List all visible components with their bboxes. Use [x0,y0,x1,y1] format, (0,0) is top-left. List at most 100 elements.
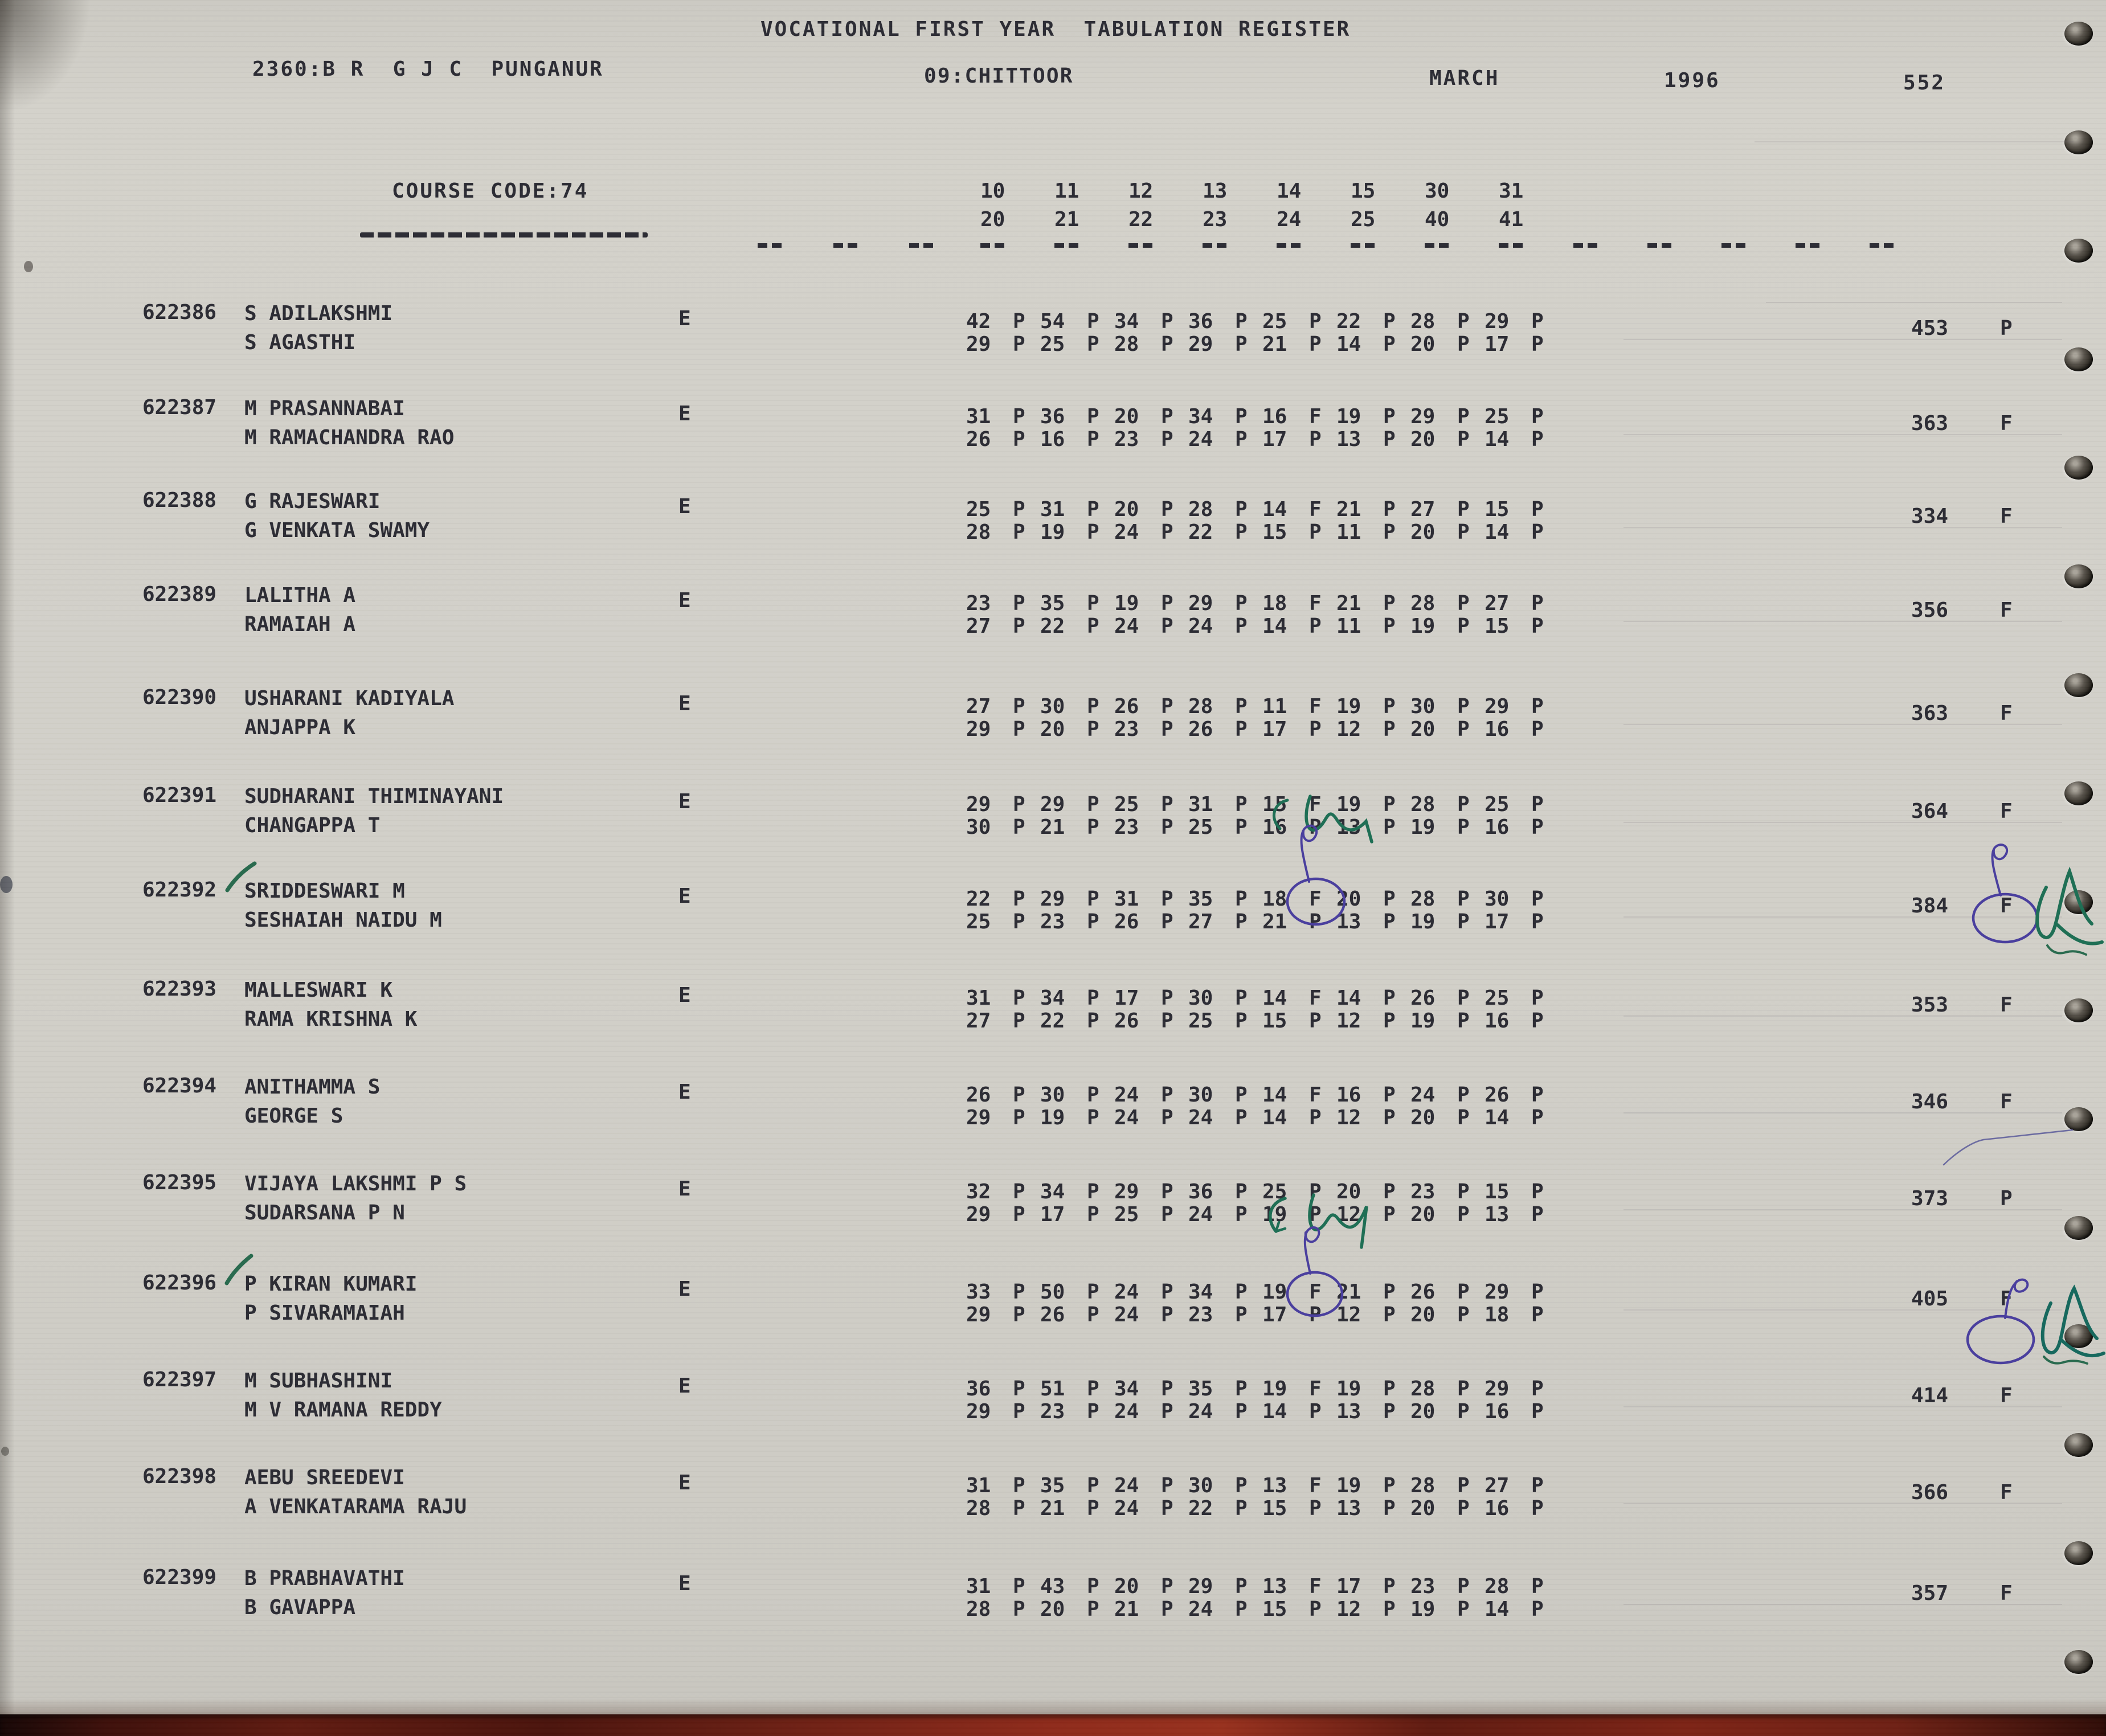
mark-flag: P [1383,1106,1396,1129]
total-marks: 363 [1911,702,1949,725]
mark-flag: P [1087,1400,1099,1423]
mark-flag: P [1235,405,1248,428]
binding-hole [2064,1324,2093,1348]
mark-flag: P [1087,521,1099,544]
mark-flag: F [1309,986,1322,1010]
mark-value: 29 [966,1106,991,1129]
mark-value: 11 [1336,615,1361,638]
mark-value: 21 [1262,333,1287,356]
mark-flag: P [1457,887,1470,911]
parent-name: M V RAMANA REDDY [244,1398,442,1422]
mark-value: 24 [1188,1400,1213,1423]
mark-flag: P [1457,1598,1470,1621]
mark-value: 50 [1040,1280,1065,1304]
mark-flag: P [1531,310,1544,333]
mark-flag: P [1087,405,1099,428]
mark-value: 15 [1262,1598,1287,1621]
mark-flag: P [1383,498,1396,521]
mark-flag: F [1309,592,1322,615]
mark-flag: P [1235,695,1248,718]
mark-flag: P [1531,1009,1544,1033]
mark-flag: P [1087,592,1099,615]
mark-flag: P [1383,718,1396,741]
mark-value: 19 [1410,1598,1436,1621]
mark-value: 15 [1485,498,1510,521]
mark-flag: P [1309,333,1322,356]
mark-value: 23 [1188,1303,1213,1326]
mark-value: 29 [1410,405,1436,428]
mark-value: 15 [1262,1009,1287,1033]
ink-smudge [0,876,13,893]
mark-flag: P [1013,521,1025,544]
mark-flag: P [1235,333,1248,356]
mark-value: 28 [1410,887,1436,911]
mark-value: 19 [1262,1280,1287,1304]
green-flourish-icon [2046,944,2087,956]
medium-code: E [678,692,691,715]
binding-hole [2064,1433,2093,1457]
binding-hole [2064,1650,2093,1674]
mark-flag: P [1161,1180,1173,1203]
page-number: 552 [1903,71,1946,95]
faint-rule-line [1624,1406,2062,1407]
mark-value: 27 [966,615,991,638]
mark-flag: P [1087,1280,1099,1304]
student-roll-number: 622393 [142,977,217,1001]
mark-value: 16 [1485,1009,1510,1033]
mark-value: 19 [1410,615,1436,638]
mark-flag: P [1457,615,1470,638]
mark-value: 25 [1262,310,1287,333]
mark-value: 31 [1114,887,1139,911]
mark-flag: P [1457,910,1470,933]
mark-value: 30 [1188,1474,1213,1497]
mark-value: 27 [1485,592,1510,615]
binding-hole [2064,998,2093,1022]
mark-flag: P [1383,1303,1396,1326]
mark-value: 30 [1188,986,1213,1010]
mark-flag: P [1235,1575,1248,1598]
mark-value: 31 [966,405,991,428]
mark-flag: P [1161,1280,1173,1304]
mark-flag: P [1087,1083,1099,1107]
mark-flag: P [1531,887,1544,911]
mark-value: 27 [1410,498,1436,521]
mark-flag: P [1013,333,1025,356]
subject-code: 14 [1277,179,1302,203]
mark-value: 15 [1485,615,1510,638]
total-marks: 366 [1911,1481,1949,1504]
mark-value: 19 [1262,1203,1287,1226]
mark-value: 34 [1040,986,1065,1010]
mark-flag: P [1531,986,1544,1010]
mark-value: 26 [966,428,991,451]
green-flourish-icon [2043,1356,2088,1365]
parent-name: RAMA KRISHNA K [244,1008,418,1031]
mark-value: 31 [966,1474,991,1497]
pen-line-icon [1943,1129,2074,1166]
mark-flag: P [1383,1180,1396,1203]
mark-flag: P [1383,1497,1396,1520]
mark-value: 16 [1485,1497,1510,1520]
subject-code: 21 [1054,208,1079,231]
subject-code: 22 [1128,208,1154,231]
mark-value: 24 [1114,1303,1139,1326]
medium-code: E [678,984,691,1007]
mark-value: 29 [1485,1280,1510,1304]
mark-value: 29 [966,718,991,741]
mark-value: 20 [1410,1203,1436,1226]
mark-value: 30 [1410,695,1436,718]
mark-flag: P [1013,1009,1025,1033]
mark-value: 13 [1336,1497,1361,1520]
mark-flag: P [1457,1280,1470,1304]
mark-value: 20 [1410,1106,1436,1129]
mark-value: 24 [1188,615,1213,638]
mark-value: 20 [1336,887,1361,911]
mark-flag: P [1235,521,1248,544]
mark-flag: P [1457,1377,1470,1401]
result-flag: F [2000,1384,2013,1407]
mark-value: 20 [1410,333,1436,356]
faint-rule-line [1624,1209,2062,1210]
mark-flag: P [1383,1598,1396,1621]
column-underline [980,243,1004,248]
mark-flag: P [1531,1474,1544,1497]
mark-value: 42 [966,310,991,333]
